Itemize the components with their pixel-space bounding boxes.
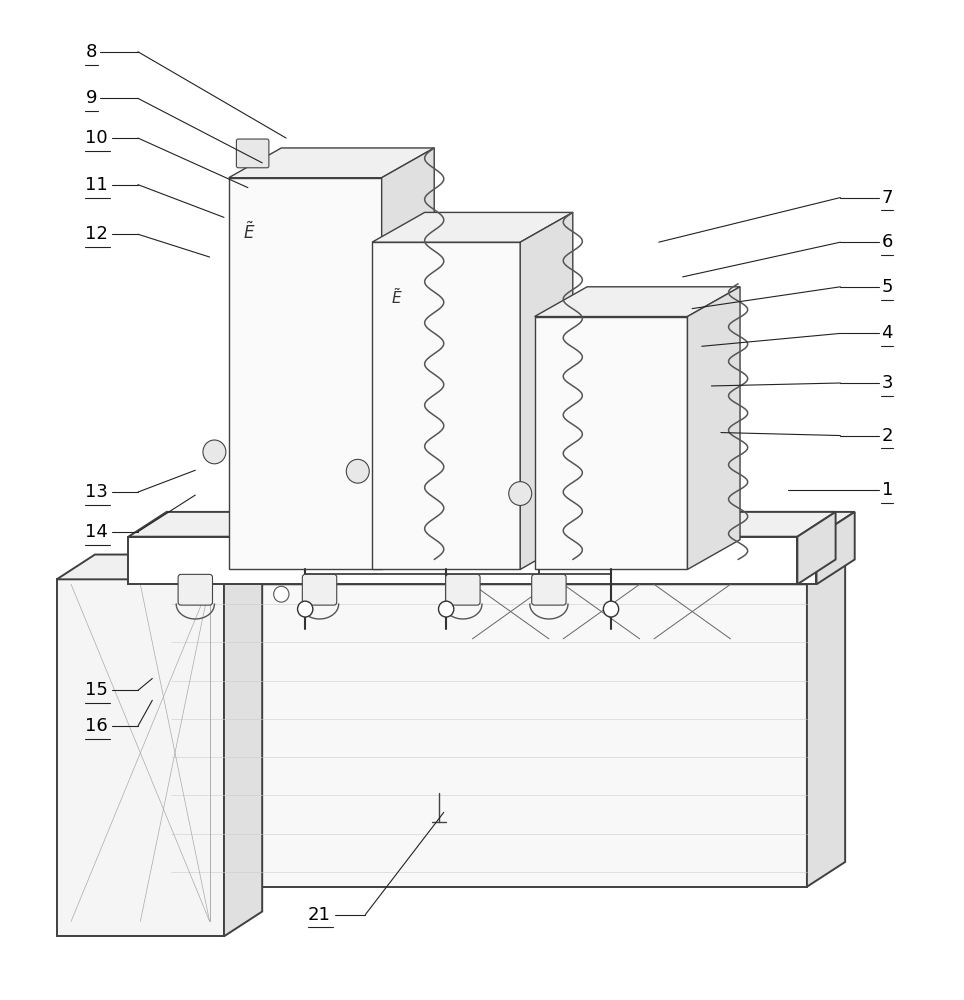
Polygon shape xyxy=(128,560,845,584)
Polygon shape xyxy=(224,555,262,936)
Circle shape xyxy=(203,440,226,464)
Text: 15: 15 xyxy=(86,681,108,699)
Polygon shape xyxy=(228,148,434,178)
Polygon shape xyxy=(817,512,855,584)
Polygon shape xyxy=(128,537,817,584)
Circle shape xyxy=(346,459,369,483)
Polygon shape xyxy=(797,512,836,584)
Polygon shape xyxy=(372,242,521,569)
FancyBboxPatch shape xyxy=(532,574,566,605)
Polygon shape xyxy=(382,148,434,569)
Text: 4: 4 xyxy=(881,324,893,342)
Polygon shape xyxy=(535,287,740,317)
FancyBboxPatch shape xyxy=(178,574,212,605)
Text: 1: 1 xyxy=(881,481,893,499)
Text: $\tilde{E}$: $\tilde{E}$ xyxy=(243,222,255,243)
Text: 2: 2 xyxy=(881,427,893,445)
FancyBboxPatch shape xyxy=(236,139,269,168)
Text: 3: 3 xyxy=(881,374,893,392)
Text: 12: 12 xyxy=(86,225,108,243)
Polygon shape xyxy=(228,178,382,569)
Text: 16: 16 xyxy=(86,717,108,735)
Polygon shape xyxy=(128,512,855,537)
Circle shape xyxy=(603,601,619,617)
FancyBboxPatch shape xyxy=(445,574,480,605)
Text: 8: 8 xyxy=(86,43,96,61)
Polygon shape xyxy=(535,317,687,569)
Circle shape xyxy=(439,601,454,617)
Text: $\tilde{E}$: $\tilde{E}$ xyxy=(391,287,403,307)
Text: 5: 5 xyxy=(881,278,893,296)
Text: 14: 14 xyxy=(86,523,108,541)
Polygon shape xyxy=(539,537,797,584)
Polygon shape xyxy=(128,584,807,887)
Polygon shape xyxy=(807,560,845,887)
Polygon shape xyxy=(539,512,836,537)
Polygon shape xyxy=(372,212,573,242)
Text: 11: 11 xyxy=(86,176,108,194)
Text: 9: 9 xyxy=(86,89,97,107)
Text: 13: 13 xyxy=(86,483,108,501)
FancyBboxPatch shape xyxy=(303,574,336,605)
Text: 6: 6 xyxy=(881,233,893,251)
Polygon shape xyxy=(521,212,573,569)
Polygon shape xyxy=(687,287,740,569)
Text: 7: 7 xyxy=(881,189,893,207)
Circle shape xyxy=(274,586,289,602)
Polygon shape xyxy=(57,579,224,936)
Polygon shape xyxy=(57,555,262,579)
Text: 21: 21 xyxy=(308,906,331,924)
Circle shape xyxy=(298,601,313,617)
Circle shape xyxy=(509,482,532,505)
Text: 10: 10 xyxy=(86,129,108,147)
